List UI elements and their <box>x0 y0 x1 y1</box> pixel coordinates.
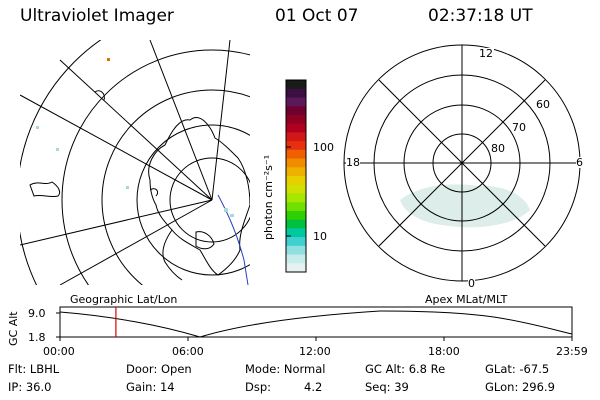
meridian <box>211 40 231 201</box>
meridian <box>59 59 213 201</box>
island <box>29 181 61 198</box>
mlt-label-12: 12 <box>478 47 494 60</box>
glon-info: GLon: 296.9 <box>485 380 555 394</box>
meridian <box>149 40 213 201</box>
colorbar-cell <box>286 80 306 90</box>
lat-label-60: 60 <box>536 98 550 111</box>
colorbar-cell <box>286 210 306 221</box>
seq-info: Seq: 39 <box>365 380 409 394</box>
ground-track <box>217 194 249 285</box>
date-label: 01 Oct 07 <box>275 6 359 26</box>
colorbar-cell <box>286 184 306 194</box>
mode-info: Mode: Normal <box>245 362 326 376</box>
colorbar-cell <box>286 263 306 273</box>
mlt-label-18: 18 <box>346 156 360 169</box>
colorbar-cell <box>286 97 306 107</box>
altitude-ylabel: GC Alt <box>7 311 20 346</box>
altitude-xtick-0: 00:00 <box>43 345 75 358</box>
altitude-xtick-3: 18:00 <box>428 345 460 358</box>
meridian <box>59 199 213 285</box>
altitude-xtick-2: 12:00 <box>299 345 331 358</box>
dsp-value: 4.2 <box>304 380 323 394</box>
colorbar-cell <box>286 167 306 177</box>
time-label: 02:37:18 UT <box>428 6 533 26</box>
colorbar-cell <box>286 193 306 203</box>
peninsula <box>162 229 183 281</box>
gain-info: Gain: 14 <box>126 380 175 394</box>
lat-label-80: 80 <box>491 142 505 155</box>
mlt-label-6: 6 <box>576 156 583 169</box>
colorbar-cell <box>286 237 306 247</box>
altitude-xtick-1: 06:00 <box>172 345 204 358</box>
lat-circle <box>169 157 250 243</box>
geographic-label: Geographic Lat/Lon <box>70 293 178 306</box>
colorbar-tick-100: 100 <box>313 141 334 154</box>
colorbar-cell <box>286 149 306 160</box>
meridian <box>20 94 213 201</box>
hot-pixel <box>107 58 110 61</box>
colorbar-cell <box>286 141 306 151</box>
lat-circle <box>101 89 250 285</box>
coastline <box>148 117 250 276</box>
altitude-ytick-low: 1.8 <box>28 331 46 344</box>
colorbar-cell <box>286 219 306 229</box>
island <box>149 188 159 197</box>
colorbar-cell <box>286 202 306 212</box>
ip-info: IP: 36.0 <box>8 380 52 394</box>
aurora-specks <box>36 126 234 217</box>
colorbar-cell <box>286 114 306 125</box>
colorbar-cell <box>286 132 306 142</box>
colorbar-cell <box>286 158 306 168</box>
altitude-xtick-4: 23:59 <box>556 345 588 358</box>
aurora-oval <box>400 184 530 228</box>
colorbar-cell <box>286 228 306 238</box>
colorbar-cell <box>286 254 306 264</box>
colorbar-cell <box>286 88 306 98</box>
dsp-label: Dsp: <box>245 380 272 394</box>
colorbar-cell <box>286 176 306 186</box>
coast-detail <box>195 231 215 250</box>
altitude-ytick-high: 9.0 <box>28 307 46 320</box>
apex-label: Apex MLat/MLT <box>425 293 508 306</box>
glat-info: GLat: -67.5 <box>485 362 550 376</box>
gc-alt-info: GC Alt: 6.8 Re <box>365 362 446 376</box>
instrument-title: Ultraviolet Imager <box>20 6 174 26</box>
mlt-line <box>378 79 546 247</box>
island <box>94 90 105 101</box>
colorbar-cell <box>286 123 306 133</box>
colorbar-cell <box>286 106 306 116</box>
lat-circle <box>136 124 250 276</box>
lat-label-70: 70 <box>512 121 526 134</box>
door-info: Door: Open <box>126 362 192 376</box>
colorbar-tick-10: 10 <box>313 230 327 243</box>
colorbar-cell <box>286 245 306 256</box>
altitude-curve <box>59 310 573 338</box>
filter-info: Flt: LBHL <box>8 362 60 376</box>
mlt-label-0: 0 <box>468 277 475 290</box>
meridian <box>20 199 213 246</box>
lat-circle <box>61 49 250 285</box>
